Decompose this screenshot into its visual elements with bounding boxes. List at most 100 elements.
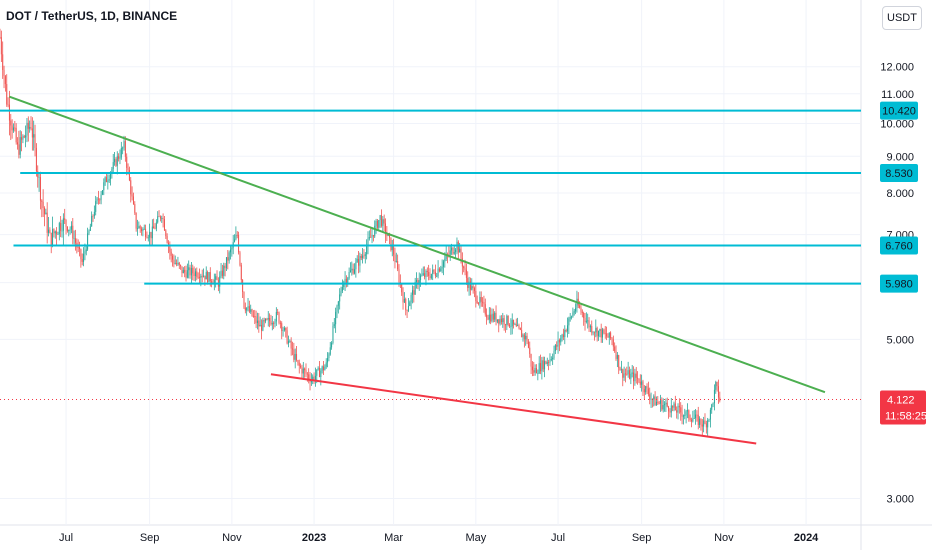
candle-body bbox=[304, 368, 306, 371]
candle-body bbox=[46, 212, 48, 233]
candle-body bbox=[154, 228, 156, 230]
candle-body bbox=[366, 246, 368, 255]
candle-body bbox=[234, 239, 236, 243]
candle-body bbox=[473, 288, 475, 291]
candle-body bbox=[292, 348, 294, 350]
candle-body bbox=[426, 270, 428, 273]
candle-body bbox=[53, 229, 55, 234]
candle-body bbox=[181, 266, 183, 274]
candle-body bbox=[270, 321, 272, 325]
candle-body bbox=[713, 389, 715, 404]
candle-body bbox=[318, 367, 320, 377]
candle-body bbox=[335, 311, 337, 325]
candle-body bbox=[310, 380, 312, 383]
candle-body bbox=[661, 400, 663, 410]
candle-body bbox=[568, 318, 570, 326]
candle-body bbox=[252, 315, 254, 317]
current-price-tag bbox=[880, 390, 926, 425]
x-tick-label: Mar bbox=[384, 532, 403, 544]
candle-body bbox=[215, 276, 217, 280]
candle-body bbox=[80, 249, 82, 260]
currency-button[interactable]: USDT bbox=[882, 6, 922, 30]
candle-series bbox=[0, 28, 721, 436]
x-tick-label: Jul bbox=[59, 532, 73, 544]
candle-body bbox=[347, 278, 349, 283]
candle-body bbox=[660, 400, 662, 404]
candle-body bbox=[527, 341, 529, 348]
candle-body bbox=[414, 281, 416, 295]
candle-body bbox=[10, 120, 12, 126]
candle-body bbox=[619, 367, 621, 371]
candle-body bbox=[131, 194, 133, 197]
candle-body bbox=[45, 212, 47, 215]
candle-body bbox=[324, 366, 326, 371]
candle-body bbox=[359, 255, 361, 266]
candle-body bbox=[546, 362, 548, 364]
candle-body bbox=[25, 135, 27, 138]
x-tick-label: Nov bbox=[222, 532, 242, 544]
candle-body bbox=[38, 177, 40, 178]
candle-body bbox=[0, 37, 1, 38]
candle-body bbox=[374, 225, 376, 237]
trendlines[interactable] bbox=[9, 95, 826, 445]
candle-body bbox=[600, 329, 602, 338]
candle-body bbox=[209, 272, 211, 282]
candle-body bbox=[393, 246, 395, 255]
candle-body bbox=[379, 215, 381, 221]
candle-body bbox=[112, 162, 114, 169]
candle-body bbox=[87, 233, 89, 250]
candle-body bbox=[401, 283, 403, 293]
candle-body bbox=[6, 84, 8, 105]
candle-body bbox=[101, 190, 103, 195]
candle-body bbox=[246, 307, 248, 311]
candle-body bbox=[440, 268, 442, 272]
candle-body bbox=[174, 263, 176, 264]
candle-body bbox=[669, 411, 671, 413]
candle-body bbox=[657, 401, 659, 403]
candle-body bbox=[95, 201, 97, 212]
candle-body bbox=[606, 333, 608, 337]
candle-body bbox=[159, 216, 161, 219]
candle-body bbox=[194, 271, 196, 277]
candle-body bbox=[494, 312, 496, 320]
candle-body bbox=[376, 220, 378, 228]
resistance-trendline bbox=[9, 95, 826, 394]
candle-body bbox=[279, 322, 281, 324]
candle-body bbox=[593, 332, 595, 334]
candle-body bbox=[235, 234, 237, 240]
candle-body bbox=[265, 319, 267, 322]
time-axis[interactable]: Jul Sep Nov 2023 Mar May Jul Sep Nov 2024 bbox=[59, 532, 819, 544]
candle-body bbox=[230, 249, 232, 253]
candle-body bbox=[550, 359, 552, 360]
candle-body bbox=[394, 254, 396, 262]
candle-body bbox=[89, 226, 91, 231]
candle-body bbox=[150, 231, 152, 239]
y-tick-label: 9.000 bbox=[886, 151, 914, 163]
candle-body bbox=[693, 418, 695, 419]
candle-body bbox=[386, 234, 388, 236]
candle-body bbox=[116, 156, 118, 166]
candle-body bbox=[145, 228, 147, 237]
horizontal-levels[interactable] bbox=[0, 109, 861, 285]
candle-body bbox=[602, 329, 604, 338]
candle-body bbox=[157, 216, 159, 223]
candle-body bbox=[519, 327, 521, 330]
candle-body bbox=[711, 404, 713, 410]
candle-body bbox=[18, 144, 20, 155]
candle-body bbox=[490, 314, 492, 322]
candle-body bbox=[77, 247, 79, 249]
candle-body bbox=[50, 232, 52, 246]
candle-body bbox=[192, 267, 194, 274]
candle-body bbox=[406, 310, 408, 311]
candle-body bbox=[344, 278, 346, 283]
candle-body bbox=[244, 307, 246, 311]
candle-body bbox=[305, 370, 307, 374]
candle-body bbox=[115, 158, 117, 166]
candle-body bbox=[283, 328, 285, 331]
candle-body bbox=[301, 367, 303, 374]
candle-body bbox=[114, 158, 116, 163]
y-tick-label: 3.000 bbox=[886, 494, 914, 506]
candle-body bbox=[461, 258, 463, 267]
candle-body bbox=[123, 141, 125, 148]
